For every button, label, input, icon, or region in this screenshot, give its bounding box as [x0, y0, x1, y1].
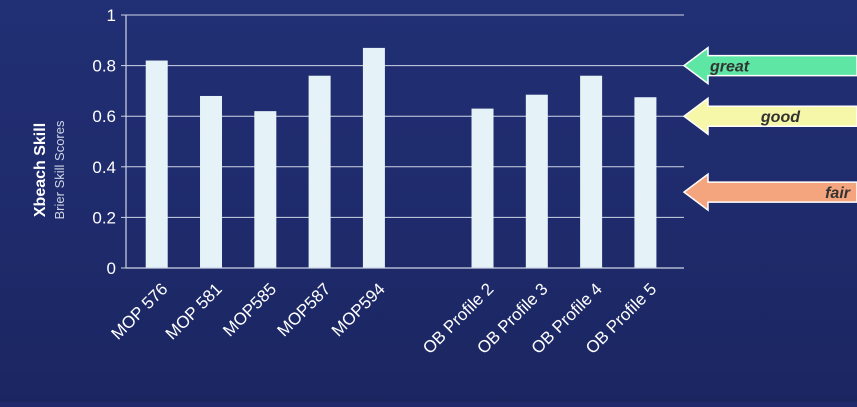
great-arrow: [682, 46, 857, 86]
bar: [145, 60, 168, 268]
y-tick-label: 0.4: [92, 158, 116, 177]
x-tick-label: MOP 581: [162, 279, 226, 343]
x-tick-label: MOP594: [328, 279, 389, 340]
y-tick-label: 0: [107, 259, 116, 278]
bar: [580, 75, 603, 268]
y-tick-label: 0.8: [92, 57, 116, 76]
y-tick-label: 0.2: [92, 208, 116, 227]
y-axis-subtitle: Brier Skill Scores: [52, 120, 67, 219]
bar: [308, 75, 331, 268]
y-tick-label: 0.6: [92, 107, 116, 126]
axes: [121, 14, 684, 269]
good-arrow: [682, 96, 857, 136]
skill-annotations: great good fair: [682, 46, 857, 212]
fair-label: fair: [825, 185, 851, 202]
fair-arrow: [682, 172, 857, 212]
bar: [254, 111, 277, 268]
bar: [634, 97, 657, 268]
x-tick-label: MOP585: [219, 279, 280, 340]
bars: [145, 47, 657, 269]
y-tick-label: 1: [107, 6, 116, 25]
bar: [362, 47, 385, 268]
good-label: good: [760, 109, 801, 126]
x-tick-label: MOP587: [274, 279, 335, 340]
y-tick-labels: 0 0.2 0.4 0.6 0.8 1: [92, 6, 116, 278]
bar: [525, 94, 548, 268]
bar: [200, 95, 223, 269]
y-axis-title: Xbeach Skill: [32, 123, 49, 217]
x-tick-label: MOP 576: [108, 279, 172, 343]
bar: [471, 108, 494, 268]
great-label: great: [709, 59, 750, 76]
